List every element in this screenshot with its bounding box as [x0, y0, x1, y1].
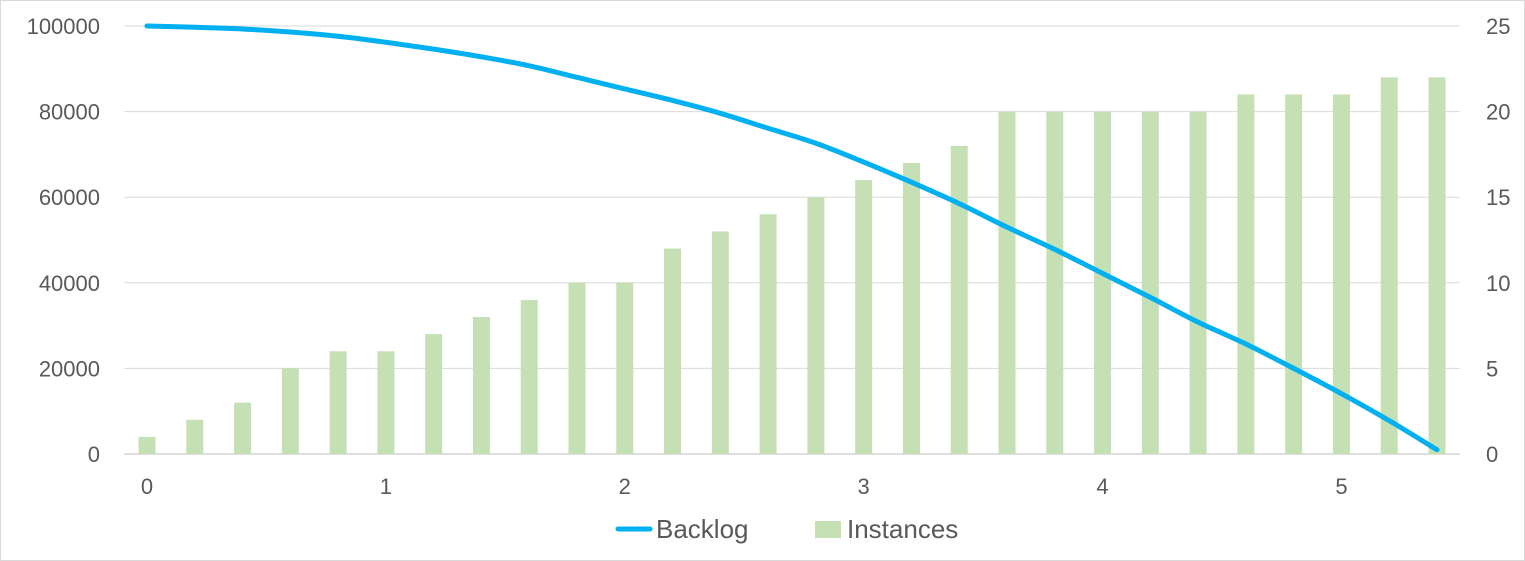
x-tick-label: 0: [141, 474, 153, 499]
y-left-tick-label: 0: [88, 442, 100, 467]
bar-instances: [902, 162, 920, 454]
gridlines: [124, 25, 1460, 455]
y-left-tick-label: 60000: [39, 185, 100, 210]
bar-instances: [1332, 94, 1350, 454]
bar-instances: [472, 317, 490, 454]
y-right-tick-label: 0: [1486, 442, 1498, 467]
bar-instances: [998, 111, 1016, 454]
bar-instances: [329, 351, 347, 454]
y-right-tick-label: 25: [1486, 14, 1510, 39]
y-left-tick-label: 40000: [39, 271, 100, 296]
bar-instances: [855, 180, 873, 454]
bar-instances: [234, 402, 252, 454]
bar-instances: [1046, 111, 1064, 454]
bar-instances: [1285, 94, 1303, 454]
bar-instances: [711, 231, 729, 454]
bar-instances: [1428, 77, 1446, 455]
bar-instances: [138, 436, 156, 454]
legend: Backlog Instances: [615, 514, 958, 544]
legend-label-instances: Instances: [847, 514, 958, 544]
bar-instances: [759, 214, 777, 454]
bar-instances: [425, 334, 443, 454]
bar-instances: [1380, 77, 1398, 455]
instances-bars: [138, 77, 1446, 455]
y-left-tick-label: 100000: [27, 14, 100, 39]
backlog-line: [144, 23, 1440, 453]
x-tick-label: 1: [380, 474, 392, 499]
y-right-tick-label: 5: [1486, 356, 1498, 381]
y-left-tick-label: 80000: [39, 100, 100, 125]
bar-instances: [281, 368, 299, 454]
y-right-tick-label: 20: [1486, 100, 1510, 125]
legend-label-backlog: Backlog: [656, 514, 749, 544]
bar-instances: [1237, 94, 1255, 454]
bar-instances: [616, 282, 634, 454]
x-tick-label: 3: [858, 474, 870, 499]
left-axis-ticks: 0 20000 40000 60000 80000 100000: [27, 14, 100, 467]
legend-swatch-instances: [815, 521, 841, 538]
bar-instances: [1141, 111, 1159, 454]
y-left-tick-label: 20000: [39, 356, 100, 381]
bar-instances: [377, 351, 395, 454]
bar-instances: [950, 145, 968, 454]
right-axis-ticks: 0 5 10 15 20 25: [1486, 14, 1510, 467]
x-axis-ticks: 0 1 2 3 4 5: [141, 474, 1348, 499]
bar-instances: [807, 197, 825, 454]
bar-instances: [1094, 111, 1112, 454]
x-tick-label: 4: [1096, 474, 1108, 499]
y-right-tick-label: 10: [1486, 271, 1510, 296]
bar-instances: [1189, 111, 1207, 454]
y-right-tick-label: 15: [1486, 185, 1510, 210]
bar-instances: [568, 282, 586, 454]
bar-instances: [186, 419, 204, 454]
bar-instances: [664, 248, 682, 454]
x-tick-label: 5: [1335, 474, 1347, 499]
x-tick-label: 2: [619, 474, 631, 499]
bar-instances: [520, 299, 538, 454]
backlog-line-group: [144, 23, 1440, 453]
